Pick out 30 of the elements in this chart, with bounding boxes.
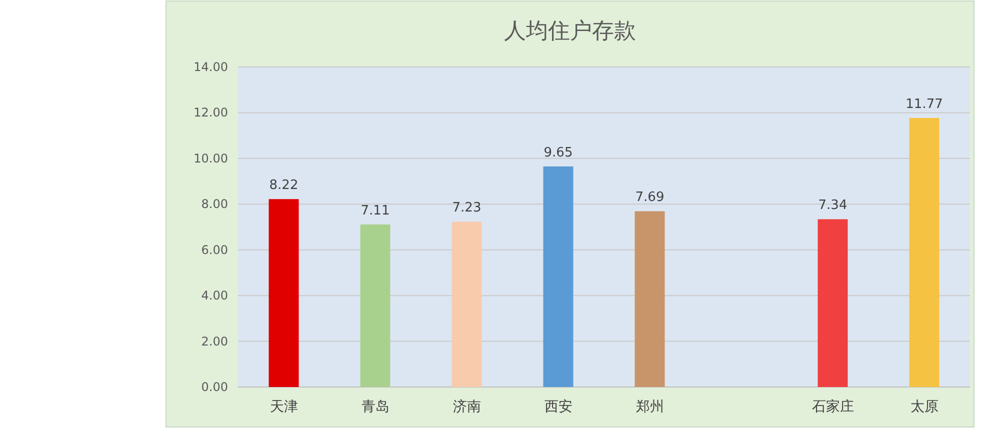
- data-label: 8.22: [269, 178, 298, 194]
- y-tick-label: 12.00: [194, 106, 228, 120]
- data-label: 11.77: [906, 96, 943, 112]
- x-tick-label: 济南: [452, 399, 481, 415]
- data-label: 7.23: [452, 200, 482, 216]
- data-label: 9.65: [544, 145, 573, 160]
- data-label: 7.69: [635, 190, 664, 206]
- chart-title: 人均住户存款: [504, 19, 636, 44]
- x-tick-label: 青岛: [361, 399, 390, 415]
- x-tick-label: 天津: [270, 399, 298, 415]
- data-label: 7.11: [360, 203, 390, 218]
- bar: [543, 166, 574, 387]
- bar: [452, 222, 482, 387]
- bar: [818, 219, 848, 387]
- y-tick-label: 0.00: [201, 380, 228, 394]
- x-tick-label: 太原: [910, 399, 938, 415]
- y-tick-label: 4.00: [201, 288, 228, 303]
- bar: [909, 118, 940, 387]
- x-tick-label: 郑州: [636, 399, 664, 415]
- y-tick-label: 2.00: [201, 334, 228, 348]
- bar: [268, 199, 299, 387]
- bar: [360, 224, 390, 387]
- data-label: 7.34: [818, 198, 848, 214]
- y-tick-label: 8.00: [201, 197, 228, 212]
- bar: [634, 211, 665, 387]
- x-tick-label: 石家庄: [812, 399, 854, 415]
- y-tick-label: 6.00: [201, 242, 228, 257]
- y-tick-label: 14.00: [194, 60, 228, 74]
- y-tick-label: 10.00: [194, 151, 228, 166]
- x-tick-label: 西安: [544, 399, 572, 415]
